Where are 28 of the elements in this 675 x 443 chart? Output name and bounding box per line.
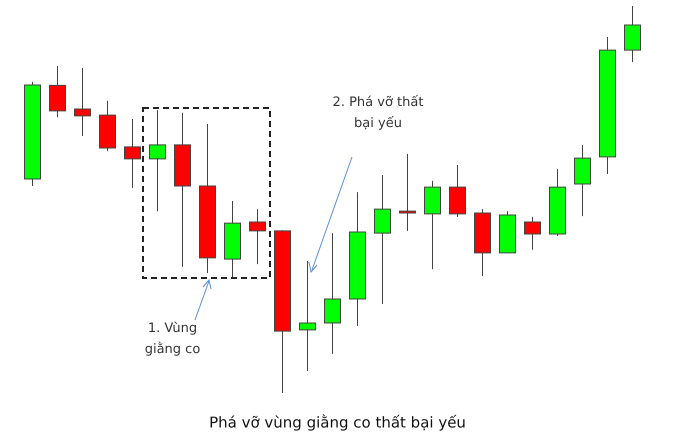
text: Phá vỡ vùng giằng co thất bại yếu: [209, 414, 466, 432]
candlestick: [324, 232, 341, 354]
candlestick: [49, 65, 66, 118]
candlestick: [124, 118, 141, 188]
candlestick: [99, 100, 116, 152]
candlestick: [74, 67, 91, 137]
candlestick: [474, 208, 491, 277]
candlestick: [274, 230, 291, 394]
candlestick: [399, 153, 416, 232]
candlestick: [149, 110, 166, 212]
candlestick: [374, 174, 391, 304]
candlestick: [249, 208, 266, 265]
candlestick: [549, 168, 566, 236]
candlestick: [599, 36, 616, 174]
candlestick: [624, 6, 641, 63]
candlestick: [349, 192, 366, 327]
annotation: 2. Phá vỡ thất bại yếu: [332, 94, 424, 133]
annotation: 1. Vùng giằng co: [144, 320, 202, 359]
candlestick: [524, 216, 541, 250]
candlestick: [174, 112, 191, 268]
candlestick: [299, 260, 316, 372]
candlestick: [224, 200, 241, 279]
candlestick: [199, 124, 216, 274]
candlestick: [449, 164, 466, 218]
candlestick: [574, 144, 591, 217]
candlestick: [499, 210, 516, 254]
candlestick: [24, 81, 41, 186]
candlestick: [424, 180, 441, 270]
